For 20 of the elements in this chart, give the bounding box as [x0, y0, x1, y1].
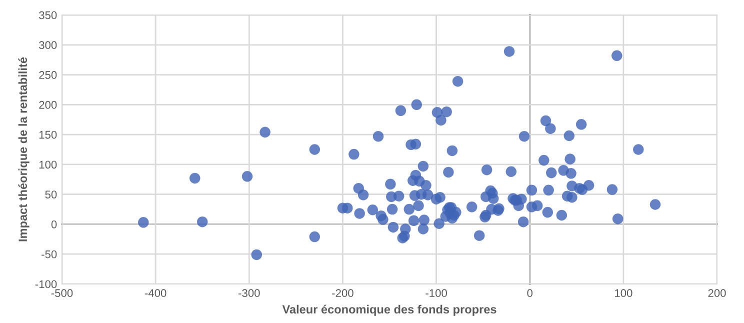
x-tick-label: -400 [144, 289, 166, 298]
y-tick-label: -100 [35, 280, 57, 288]
y-tick-label: 100 [39, 160, 57, 169]
x-tick-label: 200 [708, 289, 726, 298]
y-tick-label: 250 [39, 71, 57, 79]
x-tick-label: -300 [238, 289, 260, 298]
x-tick-label: 0 [527, 289, 533, 298]
y-tick-label: 300 [39, 41, 57, 50]
x-tick-label: -100 [426, 289, 447, 298]
y-tick-label: 200 [39, 100, 57, 109]
y-tick-label: 150 [39, 130, 57, 139]
x-tick-label: -500 [51, 289, 73, 298]
y-axis-title: Impact théorique de la rentabilité [18, 57, 30, 242]
y-tick-label: 50 [45, 190, 57, 198]
x-tick-label: 100 [615, 289, 632, 298]
x-tick-label: -200 [332, 289, 354, 298]
y-tick-label: 0 [51, 220, 57, 228]
y-tick-label: -50 [42, 250, 57, 258]
y-tick-label: 350 [39, 11, 57, 20]
x-axis-title: Valeur économique des fonds propres [282, 304, 496, 316]
